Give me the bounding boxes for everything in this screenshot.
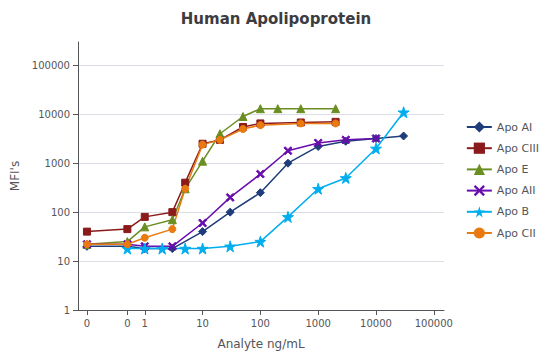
svg-text:1: 1: [142, 318, 148, 329]
svg-text:0: 0: [124, 318, 130, 329]
svg-text:1000: 1000: [305, 318, 330, 329]
svg-text:10: 10: [57, 256, 70, 267]
svg-text:10000: 10000: [38, 109, 70, 120]
svg-text:Apo B: Apo B: [497, 205, 529, 218]
svg-text:MFI's: MFI's: [8, 161, 22, 191]
svg-text:Apo CIII: Apo CIII: [497, 142, 539, 155]
svg-text:Apo AII: Apo AII: [497, 184, 536, 197]
svg-text:100: 100: [51, 207, 70, 218]
svg-text:1: 1: [64, 305, 70, 316]
svg-text:Human Apolipoprotein: Human Apolipoprotein: [181, 10, 371, 28]
svg-text:Analyte ng/mL: Analyte ng/mL: [217, 337, 304, 351]
svg-text:1000: 1000: [45, 158, 70, 169]
svg-text:Apo AI: Apo AI: [497, 121, 533, 134]
svg-text:10: 10: [196, 318, 209, 329]
svg-text:100: 100: [251, 318, 270, 329]
svg-text:10000: 10000: [360, 318, 392, 329]
svg-text:0: 0: [84, 318, 90, 329]
svg-text:100000: 100000: [32, 60, 70, 71]
svg-text:Apo E: Apo E: [497, 163, 529, 176]
svg-text:Apo CII: Apo CII: [497, 227, 536, 240]
svg-text:100000: 100000: [415, 318, 453, 329]
